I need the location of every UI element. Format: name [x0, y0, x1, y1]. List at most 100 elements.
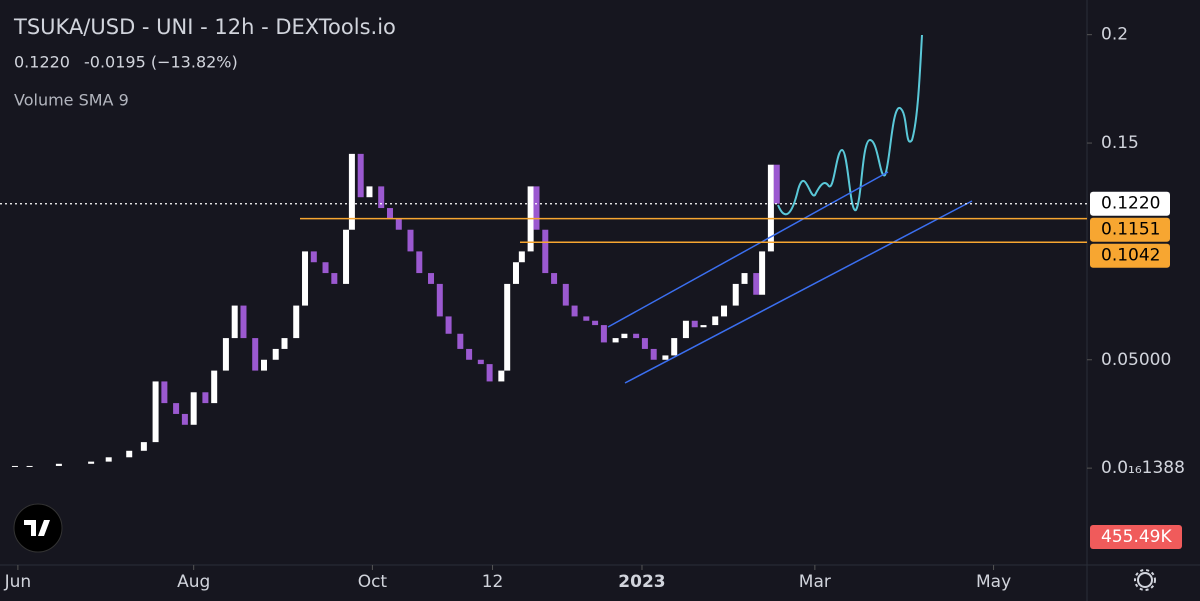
price-change: -0.0195 (−13.82%) [84, 53, 238, 72]
candle [759, 251, 766, 295]
candle [202, 392, 209, 404]
candle [486, 364, 493, 382]
candle [222, 338, 229, 371]
candle [732, 283, 739, 306]
candle [682, 320, 689, 339]
candle [88, 461, 95, 464]
candle [562, 283, 569, 306]
candle [767, 164, 774, 252]
tv-logo [13, 503, 63, 553]
candle [712, 316, 719, 326]
x-tick-label: Mar [799, 572, 831, 592]
candle [366, 186, 373, 198]
x-tick-label: Aug [177, 572, 210, 592]
candle [436, 283, 443, 317]
price: 0.1220 [14, 53, 70, 72]
candle [281, 338, 288, 349]
candle [310, 251, 317, 263]
candle [477, 359, 484, 365]
y-tick-label: 0.15 [1101, 133, 1139, 153]
candle [721, 305, 728, 317]
x-tick-label: 2023 [618, 572, 665, 592]
candle [407, 229, 414, 252]
candle [357, 153, 364, 198]
x-tick-label: 12 [482, 572, 504, 592]
candle [211, 370, 218, 404]
candle [612, 338, 619, 343]
candle [518, 251, 525, 263]
candle [11, 465, 18, 467]
chart-title: TSUKA/USD - UNI - 12h - DEXTools.io [13, 15, 396, 39]
candle [343, 229, 350, 284]
candle [231, 305, 238, 339]
channel-line [607, 171, 889, 328]
candle [457, 333, 464, 349]
candle [662, 355, 669, 360]
candle [331, 273, 338, 284]
price-badge [1090, 191, 1170, 216]
candle [348, 153, 355, 230]
candle [753, 273, 760, 295]
candle [272, 348, 279, 360]
volume-label: 455.49K [1101, 527, 1172, 547]
candle [26, 465, 33, 467]
candle [190, 392, 197, 425]
candle [252, 338, 259, 371]
price-badge [1090, 217, 1170, 242]
settings-icon[interactable] [1134, 569, 1156, 591]
candle [700, 325, 707, 328]
candle [322, 262, 329, 274]
candle [542, 229, 549, 274]
candle [641, 338, 648, 349]
candle [592, 320, 599, 326]
projection-drawing [777, 34, 923, 216]
y-tick-label: 0.05000 [1101, 350, 1171, 370]
price-badge [1090, 243, 1170, 268]
candle [583, 316, 590, 321]
candle [386, 208, 393, 219]
candle [691, 320, 698, 328]
candle [105, 457, 112, 462]
candle [504, 283, 511, 371]
candle [671, 338, 678, 356]
volume-badge [1090, 525, 1182, 549]
candle [140, 442, 147, 451]
candle [571, 305, 578, 317]
candle [152, 381, 159, 443]
candle [161, 381, 168, 404]
candle [302, 251, 309, 306]
candle [773, 164, 780, 204]
candle [650, 348, 657, 360]
indicator-label: Volume SMA 9 [14, 91, 129, 110]
candle [181, 413, 188, 425]
candle [551, 273, 558, 284]
candle [600, 325, 607, 343]
candle [293, 305, 300, 339]
candle [55, 463, 62, 466]
candle [395, 218, 402, 230]
x-tick-label: Jun [4, 572, 32, 592]
candle [533, 186, 540, 230]
candle [126, 450, 133, 458]
candle [741, 273, 748, 284]
channel-line [624, 200, 973, 384]
x-tick-label: Oct [358, 572, 388, 592]
y-tick-label: 0.2 [1101, 25, 1128, 45]
price-badge-label: 0.1151 [1101, 220, 1160, 240]
candle [633, 333, 640, 339]
y-tick-label: 0.0₁₆1388 [1101, 458, 1185, 478]
candle [240, 305, 247, 339]
candle [512, 262, 519, 284]
price-badge-label: 0.1220 [1101, 194, 1160, 214]
candle [498, 370, 505, 382]
candle [466, 348, 473, 360]
x-tick-label: May [976, 572, 1011, 592]
candle [621, 333, 628, 339]
candle [378, 186, 385, 209]
candle [260, 359, 267, 371]
candle [428, 273, 435, 284]
candle [173, 403, 180, 414]
